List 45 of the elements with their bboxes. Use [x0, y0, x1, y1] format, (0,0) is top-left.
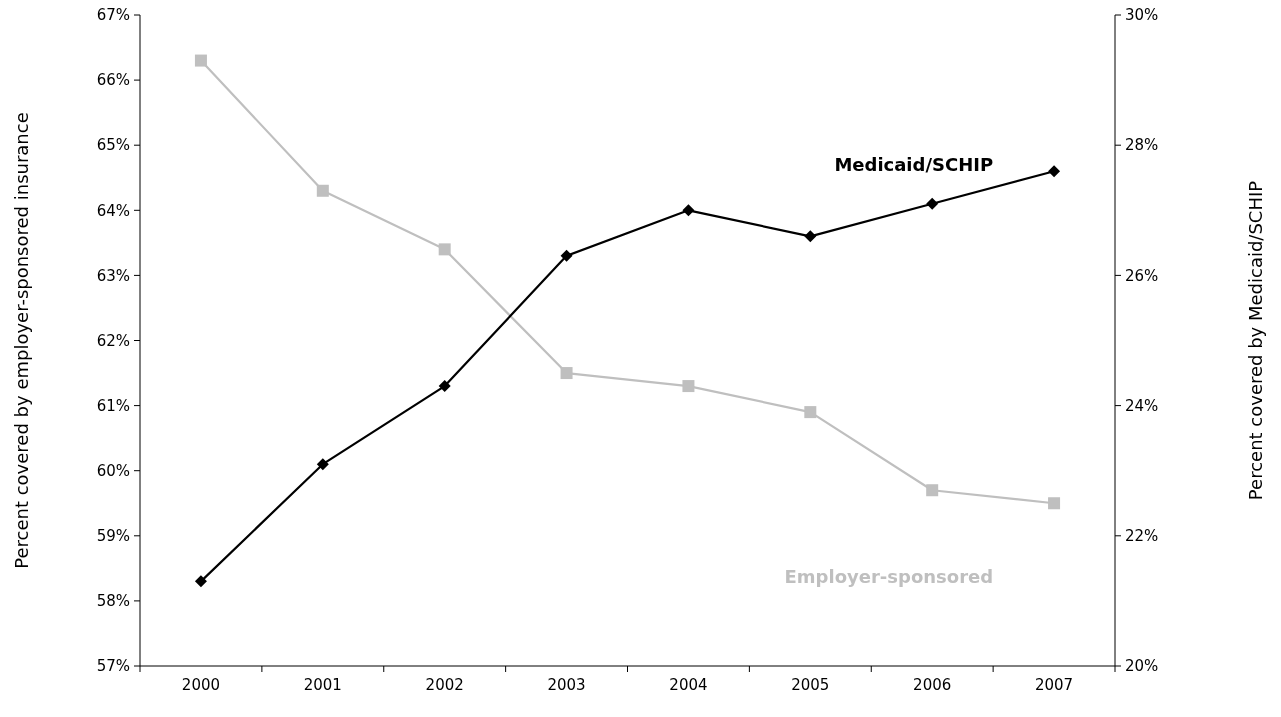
- y-tick-label: 57%: [96, 657, 130, 676]
- x-tick-label: 2002: [425, 676, 464, 694]
- point: [804, 406, 817, 419]
- x-tick-label: 2004: [669, 676, 708, 694]
- y-tick-label: 60%: [96, 461, 130, 480]
- y-tick-label: 65%: [96, 136, 130, 155]
- point: [316, 458, 329, 471]
- y-tick-label: 63%: [96, 266, 130, 285]
- point: [438, 380, 451, 393]
- y2-tick-label: 30%: [1125, 6, 1159, 25]
- point: [560, 249, 573, 262]
- y2-axis-title: Percent covered by Medicaid/SCHIP: [1245, 180, 1266, 501]
- point: [682, 380, 695, 393]
- point: [1048, 497, 1061, 510]
- point: [926, 197, 939, 210]
- y-tick-label: 62%: [96, 331, 130, 350]
- point: [194, 575, 207, 588]
- y2-tick-label: 26%: [1125, 266, 1159, 285]
- y-tick-label: 64%: [96, 201, 130, 220]
- point: [804, 230, 817, 243]
- x-tick-label: 2003: [547, 676, 586, 694]
- y-tick-label: 61%: [96, 396, 130, 415]
- point: [1048, 165, 1061, 178]
- point: [682, 204, 695, 217]
- x-tick-label: 2005: [791, 676, 830, 694]
- x-tick-label: 2001: [303, 676, 342, 694]
- y-tick-label: 59%: [96, 527, 130, 546]
- y-tick-label: 67%: [96, 6, 130, 25]
- series-label: Medicaid/SCHIP: [834, 154, 994, 176]
- point: [316, 184, 329, 197]
- y2-tick-label: 28%: [1125, 136, 1159, 155]
- point: [560, 367, 573, 380]
- x-tick-label: 2007: [1034, 676, 1074, 694]
- text: Employer-sponsored: [784, 566, 994, 588]
- y2-tick-label: 24%: [1125, 396, 1159, 415]
- y-tick-label: 66%: [96, 71, 130, 90]
- point: [438, 243, 451, 256]
- y-tick-label: 58%: [96, 592, 130, 611]
- y2-tick-label: 22%: [1125, 527, 1159, 546]
- point: [194, 54, 207, 67]
- x-tick-label: 2000: [181, 676, 221, 694]
- point: [926, 484, 939, 497]
- y-axis-title: Percent covered by employer-sponsored insurance: [11, 112, 32, 569]
- y2-tick-label: 20%: [1125, 657, 1159, 676]
- x-tick-label: 2006: [913, 676, 952, 694]
